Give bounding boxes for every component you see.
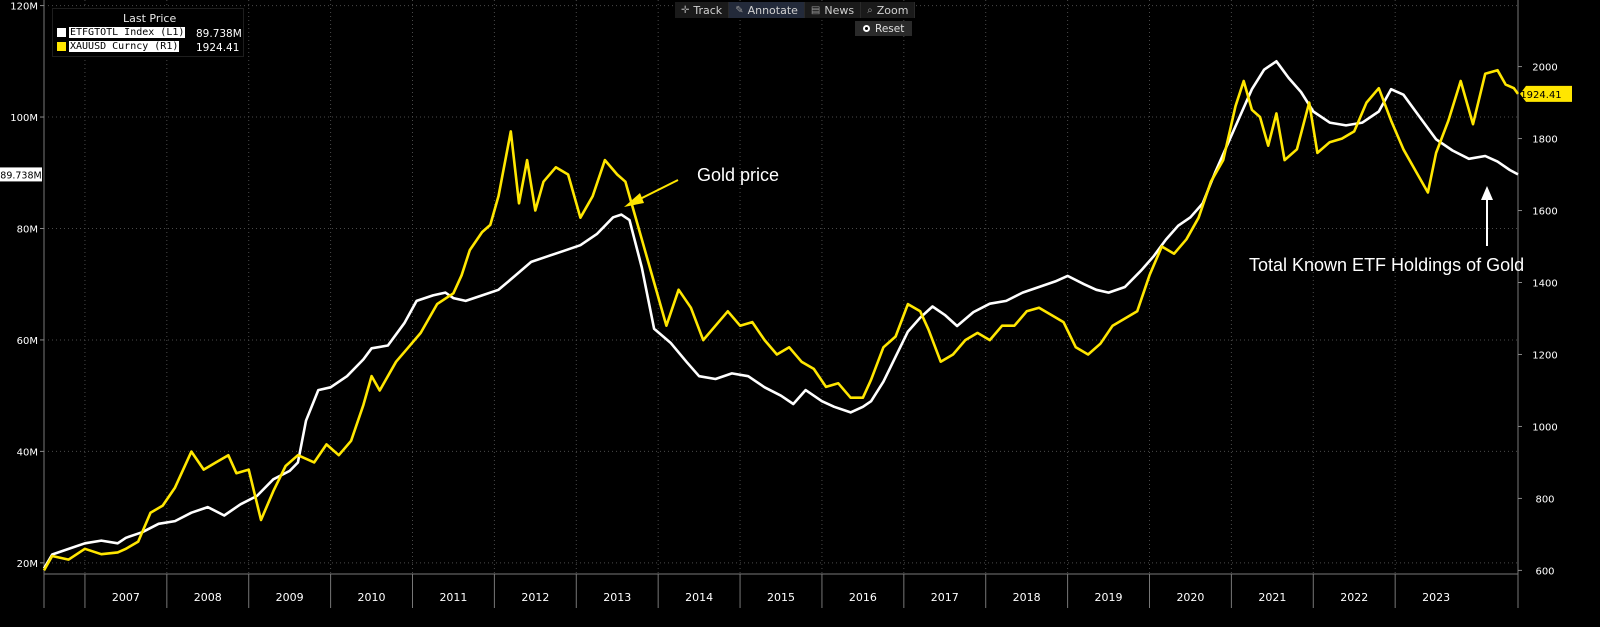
etf-arrow-head <box>1481 186 1493 200</box>
x-tick-label: 2010 <box>358 591 386 604</box>
chart-annotations: 89.738M 1924.41 Gold price Total Known ETF … <box>0 85 1572 275</box>
x-tick-label: 2019 <box>1095 591 1123 604</box>
chart-grid <box>43 0 1519 608</box>
y-right-tick-label: 2000 <box>1532 63 1557 74</box>
news-label: News <box>824 3 855 17</box>
etf-holdings-annotation: Total Known ETF Holdings of Gold <box>1249 255 1524 275</box>
y-axis-left: 20M 40M 60M 80M 100M 120M <box>10 2 44 570</box>
track-label: Track <box>693 3 723 17</box>
legend-row-gold[interactable]: XAUUSD Curncy (R1) <box>57 40 180 53</box>
zoom-label: Zoom <box>876 3 909 17</box>
series-lines <box>42 60 1520 572</box>
y-right-tick-label: 1800 <box>1532 135 1557 146</box>
x-tick-label: 2017 <box>931 591 959 604</box>
annotate-button[interactable]: ✎ Annotate <box>729 2 805 18</box>
x-tick-label: 2007 <box>112 591 140 604</box>
legend-value-etf: 89.738M <box>196 28 242 40</box>
gold-price-annotation: Gold price <box>697 165 779 185</box>
gold-price-arrow-head <box>624 193 644 207</box>
legend-header: Last Price <box>123 12 177 25</box>
x-tick-label: 2012 <box>521 591 549 604</box>
zoom-button[interactable]: ⌕ Zoom <box>861 2 916 18</box>
news-button[interactable]: ▤ News <box>804 2 862 18</box>
news-icon: ▤ <box>810 4 821 16</box>
last-value-left-label: 89.738M <box>0 170 41 181</box>
y-right-tick-label: 800 <box>1535 494 1554 505</box>
x-tick-label: 2009 <box>276 591 304 604</box>
x-tick-label: 2016 <box>849 591 877 604</box>
x-tick-label: 2011 <box>439 591 467 604</box>
track-button[interactable]: ✛ Track <box>675 2 730 18</box>
crosshair-icon: ✛ <box>681 4 690 16</box>
x-tick-label: 2014 <box>685 591 713 604</box>
reset-label: Reset <box>875 22 905 35</box>
y-left-tick-label: 20M <box>17 559 38 570</box>
last-value-right-label: 1924.41 <box>1520 90 1561 101</box>
y-right-tick-label: 600 <box>1535 566 1554 577</box>
x-tick-label: 2021 <box>1258 591 1286 604</box>
x-axis: 2007 2008 2009 2010 2011 2012 2013 2014 2015 2016… <box>84 574 1450 608</box>
legend-row-etf[interactable]: ETFGTOTL Index (L1) <box>57 26 186 39</box>
last-value-right-tag <box>1520 85 1572 102</box>
pencil-icon: ✎ <box>735 4 744 16</box>
legend: Last Price ETFGTOTL Index (L1) 89.738M X… <box>52 8 244 57</box>
etf-holdings-line <box>42 60 1519 570</box>
x-tick-label: 2022 <box>1340 591 1368 604</box>
y-left-tick-label: 80M <box>17 224 38 235</box>
x-tick-label: 2008 <box>194 591 222 604</box>
y-right-tick-label: 1400 <box>1532 279 1557 290</box>
y-left-tick-label: 120M <box>10 2 38 13</box>
legend-swatch-gold <box>57 42 66 51</box>
y-right-tick-label: 1000 <box>1532 422 1557 433</box>
y-axis-right: 600 800 1000 1200 1400 1600 1800 2000 <box>1518 63 1558 577</box>
magnifier-icon: ⌕ <box>867 4 873 16</box>
y-left-tick-label: 60M <box>17 336 38 347</box>
legend-value-gold: 1924.41 <box>196 42 240 54</box>
y-right-tick-label: 1200 <box>1532 350 1557 361</box>
legend-swatch-etf <box>57 28 66 37</box>
x-tick-label: 2015 <box>767 591 795 604</box>
y-right-tick-label: 1600 <box>1532 207 1557 218</box>
legend-name-etf: ETFGTOTL Index (L1) <box>69 27 186 38</box>
last-value-left-tag <box>0 167 42 182</box>
y-left-tick-label: 40M <box>17 447 38 458</box>
legend-name-gold: XAUUSD Curncy (R1) <box>69 41 180 52</box>
x-tick-label: 2018 <box>1013 591 1041 604</box>
reset-button[interactable]: Reset <box>855 21 913 36</box>
gold-price-line <box>42 68 1520 572</box>
x-tick-label: 2023 <box>1422 591 1450 604</box>
chart-toolbar: ✛ Track ✎ Annotate ▤ News ⌕ Zoom <box>675 2 916 18</box>
x-tick-label: 2013 <box>603 591 631 604</box>
reset-icon <box>863 25 870 32</box>
x-tick-label: 2020 <box>1176 591 1204 604</box>
annotate-label: Annotate <box>747 3 798 17</box>
y-left-tick-label: 100M <box>10 113 38 124</box>
